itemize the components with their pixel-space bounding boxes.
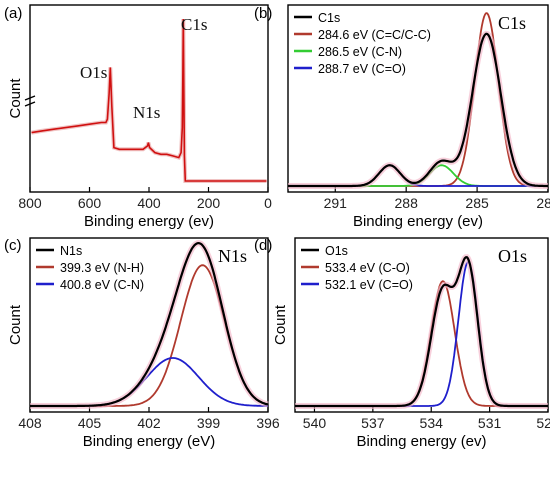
legend-label: C1s <box>318 11 340 25</box>
legend-label: 532.1 eV (C=O) <box>325 278 413 292</box>
survey-halo <box>31 18 267 183</box>
series-line-0 <box>30 241 269 408</box>
peak-annotation: N1s <box>133 103 160 122</box>
panel-4: (d) 540 537 534 531 528 Binding energy (ev) Cou… <box>254 237 550 450</box>
panel-label: (c) <box>4 237 22 254</box>
legend-label: N1s <box>60 244 82 258</box>
element-label: C1s <box>498 13 526 33</box>
x-tick-label: 531 <box>478 415 502 431</box>
x-tick-label: 285 <box>465 195 489 211</box>
panel-3: (c) 408 405 402 399 396 Binding energy (eV) Cou… <box>4 237 280 450</box>
panel-1: (a) 800 600 400 200 0 Binding energy (ev) Count… <box>4 4 272 230</box>
x-tick-label: 540 <box>303 415 327 431</box>
x-tick-label: 600 <box>78 195 102 211</box>
legend-label: 533.4 eV (C-O) <box>325 261 410 275</box>
panel-label: (d) <box>254 237 272 254</box>
x-tick-label: 534 <box>420 415 444 431</box>
x-axis-label: Binding energy (ev) <box>84 213 214 230</box>
y-axis-label: Count <box>272 304 289 345</box>
panel-label: (b) <box>254 5 272 22</box>
legend-label: 286.5 eV (C-N) <box>318 45 402 59</box>
legend-label: 288.7 eV (C=O) <box>318 62 406 76</box>
series-line-0 <box>288 32 548 188</box>
x-axis-label: Binding energy (ev) <box>356 433 486 450</box>
element-label: N1s <box>218 246 247 266</box>
y-axis-label: Count <box>7 78 24 119</box>
x-tick-label: 800 <box>18 195 42 211</box>
x-axis-label: Binding energy (ev) <box>353 213 483 230</box>
x-tick-label: 0 <box>264 195 272 211</box>
legend-label: 399.3 eV (N-H) <box>60 261 144 275</box>
x-tick-label: 200 <box>197 195 221 211</box>
peak-annotation: C1s <box>181 15 207 34</box>
x-tick-label: 288 <box>395 195 419 211</box>
x-tick-label: 282 <box>536 195 550 211</box>
x-tick-label: 400 <box>137 195 161 211</box>
survey-spectrum-line <box>31 18 267 182</box>
x-tick-label: 396 <box>256 415 280 431</box>
x-tick-label: 408 <box>18 415 42 431</box>
peak-annotation: O1s <box>80 63 107 82</box>
x-tick-label: 537 <box>361 415 385 431</box>
panel-2: (b) 291 288 285 282 Binding energy (ev) C1s C1s… <box>254 4 550 230</box>
axes-frame <box>29 4 269 193</box>
axis-break <box>24 95 36 107</box>
x-tick-label: 402 <box>137 415 161 431</box>
element-label: O1s <box>498 246 527 266</box>
legend-label: O1s <box>325 244 348 258</box>
x-axis-label: Binding energy (eV) <box>83 433 216 450</box>
x-tick-label: 405 <box>78 415 102 431</box>
series-line-0 <box>295 256 548 408</box>
axes-frame <box>294 237 549 413</box>
legend-label: 284.6 eV (C=C/C-C) <box>318 28 431 42</box>
x-tick-label: 399 <box>197 415 221 431</box>
x-tick-label: 291 <box>324 195 348 211</box>
x-tick-label: 528 <box>536 415 550 431</box>
y-axis-label: Count <box>7 304 24 345</box>
axes-frame <box>287 4 549 193</box>
legend-label: 400.8 eV (C-N) <box>60 278 144 292</box>
panel-label: (a) <box>4 5 22 22</box>
